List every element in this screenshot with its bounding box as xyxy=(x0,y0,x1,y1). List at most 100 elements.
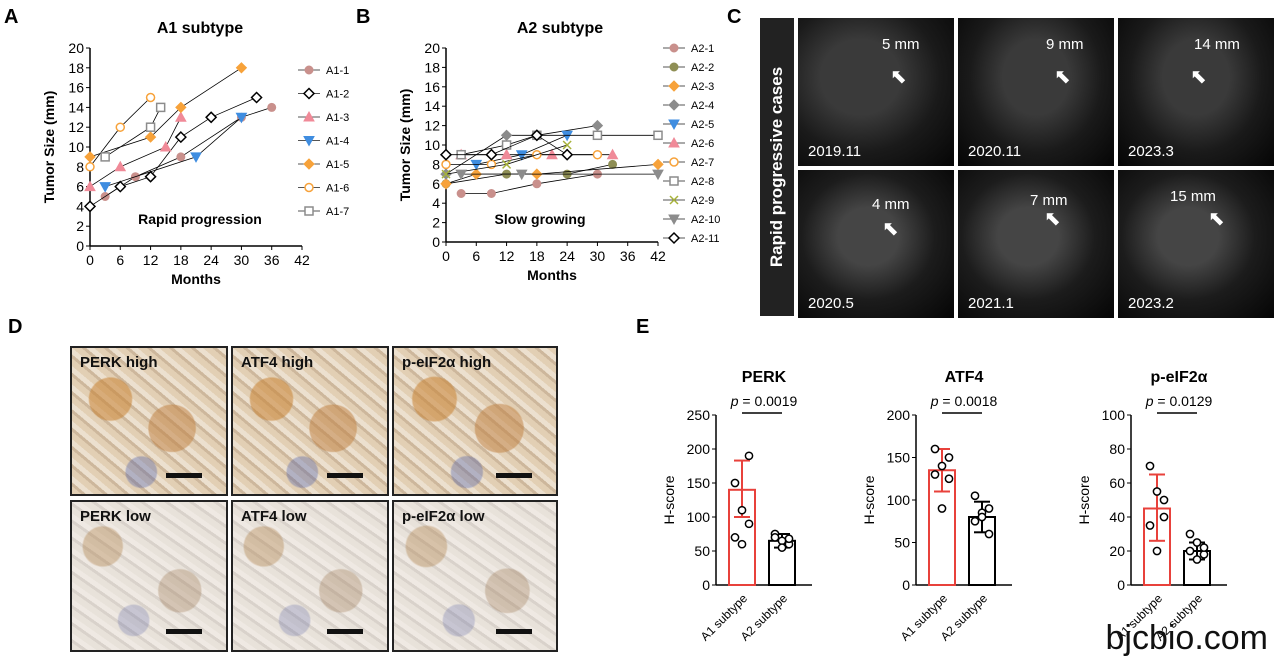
legend-marker-A2-5 xyxy=(668,119,680,131)
x-tick-label: 18 xyxy=(173,252,189,268)
data-point-A1-7 xyxy=(155,102,166,113)
ct-image-1: 5 mm ⬉ 2019.11 xyxy=(798,18,954,166)
chart-annotation: Rapid progression xyxy=(138,211,262,227)
y-tick-label: 40 xyxy=(1109,509,1125,525)
legend-label: A1-5 xyxy=(326,159,349,171)
watermark: bjcbio.com xyxy=(1105,619,1268,657)
panel-letter-d: D xyxy=(8,316,23,338)
series-line-A2-11 xyxy=(446,134,568,156)
y-axis-label: H-score xyxy=(661,475,677,524)
arrow-icon: ⬉ xyxy=(882,218,899,240)
data-point xyxy=(1145,521,1155,530)
ct-image-5: 7 mm ⬉ 2021.1 xyxy=(958,170,1114,318)
legend-label: A2-4 xyxy=(691,100,714,112)
y-tick-label: 14 xyxy=(424,98,440,114)
data-point-A1-6 xyxy=(85,162,95,172)
data-point-A2-10 xyxy=(652,169,664,181)
x-tick-label: 36 xyxy=(620,248,636,264)
data-point-A1-1 xyxy=(267,102,277,112)
data-point-A1-7 xyxy=(100,152,110,162)
y-tick-label: 200 xyxy=(887,407,911,423)
data-point-A2-11 xyxy=(439,148,453,161)
y-tick-label: 0 xyxy=(76,238,84,254)
ihc-label: ATF4 high xyxy=(241,354,314,371)
data-point xyxy=(744,451,754,461)
x-axis-label: Months xyxy=(527,267,577,283)
data-point-A2-8 xyxy=(592,130,603,141)
series-line-A1-4 xyxy=(105,116,242,187)
x-tick-label: 30 xyxy=(234,252,250,268)
legend-label: A2-10 xyxy=(691,214,720,226)
data-point-A2-10 xyxy=(455,169,467,181)
data-point xyxy=(970,491,980,501)
data-point xyxy=(1192,555,1202,564)
y-tick-label: 50 xyxy=(894,535,910,551)
data-point-A2-9 xyxy=(441,169,451,179)
y-tick-label: 16 xyxy=(68,80,84,96)
y-tick-label: 10 xyxy=(68,139,84,155)
ct-size-3: 14 mm xyxy=(1194,36,1240,53)
panel-letter-a: A xyxy=(4,6,19,28)
ct-date-1: 2019.11 xyxy=(808,143,862,160)
data-point-A2-8 xyxy=(501,140,512,150)
data-point-A1-2 xyxy=(205,111,218,124)
data-point xyxy=(930,444,940,454)
x-tick-label: 42 xyxy=(650,248,666,264)
x-tick-label: 36 xyxy=(264,252,280,268)
data-point-A2-7 xyxy=(592,149,603,160)
ct-date-3: 2023.3 xyxy=(1128,143,1174,160)
scale-bar xyxy=(496,629,532,634)
data-point xyxy=(770,533,780,542)
data-point xyxy=(1192,538,1202,547)
data-point xyxy=(944,453,954,462)
y-tick-label: 18 xyxy=(68,60,84,76)
panel-letter-b: B xyxy=(356,6,371,28)
data-point-A2-4 xyxy=(500,129,513,142)
legend-marker-A1-1 xyxy=(304,65,314,75)
chart-title: PERK xyxy=(742,369,787,386)
chart-title: ATF4 xyxy=(945,369,984,386)
data-point xyxy=(970,516,980,526)
legend-marker-A2-1 xyxy=(669,43,679,53)
data-point xyxy=(737,539,747,549)
data-point-A1-7 xyxy=(145,122,156,132)
chart-title: A1 subtype xyxy=(157,20,243,37)
y-tick-label: 150 xyxy=(887,450,911,466)
y-tick-label: 4 xyxy=(432,195,440,211)
ihc-label: p-eIF2α low xyxy=(402,508,485,525)
y-tick-label: 8 xyxy=(432,156,440,172)
arrow-icon: ⬉ xyxy=(1190,66,1207,88)
legend-label: A1-7 xyxy=(326,206,349,218)
data-point-A1-4 xyxy=(235,112,248,124)
data-point-A2-5 xyxy=(470,159,483,171)
ct-side-label-text: Rapid progressive cases xyxy=(767,66,786,268)
legend-label: A1-3 xyxy=(326,112,349,124)
data-point-A2-3 xyxy=(440,178,452,190)
y-tick-label: 18 xyxy=(424,59,440,75)
data-point-A2-11 xyxy=(485,148,498,161)
data-point-A2-1 xyxy=(486,189,496,198)
data-point-A1-2 xyxy=(144,170,157,183)
data-point-A2-6 xyxy=(606,148,619,160)
y-tick-label: 100 xyxy=(687,509,711,525)
legend-marker-A2-3 xyxy=(668,80,680,92)
y-tick-label: 10 xyxy=(424,137,440,153)
scale-bar xyxy=(166,473,202,478)
y-tick-label: 0 xyxy=(1117,577,1125,593)
data-point xyxy=(777,543,787,552)
y-tick-label: 8 xyxy=(76,159,84,175)
data-point-A2-5 xyxy=(515,150,528,161)
legend-label: A2-11 xyxy=(691,233,720,245)
legend-marker-A2-7 xyxy=(669,157,679,167)
data-point xyxy=(1185,529,1195,539)
data-point xyxy=(1145,461,1155,471)
x-tick-label: 0 xyxy=(442,248,450,264)
data-point xyxy=(944,474,954,484)
ct-date-2: 2020.11 xyxy=(968,143,1022,160)
data-point-A1-2 xyxy=(83,200,97,213)
y-tick-label: 6 xyxy=(432,176,440,192)
arrow-icon: ⬉ xyxy=(1044,208,1061,230)
data-point-A1-2 xyxy=(114,180,127,193)
